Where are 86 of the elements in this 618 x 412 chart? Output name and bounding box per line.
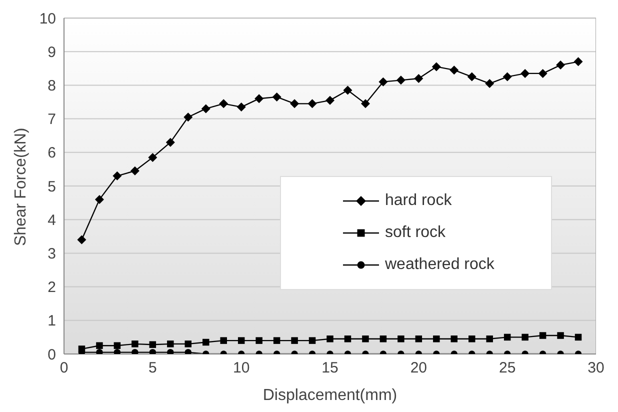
point — [380, 336, 387, 342]
point — [202, 338, 210, 346]
point — [433, 336, 440, 342]
x-tick-label: 30 — [588, 360, 604, 377]
point — [219, 99, 228, 108]
x-tick-label: 5 — [148, 360, 157, 377]
point — [326, 336, 334, 342]
x-tick-label: 20 — [410, 360, 428, 377]
point — [502, 72, 512, 82]
point — [132, 340, 138, 348]
point — [273, 337, 280, 344]
point — [398, 336, 404, 342]
point — [130, 166, 140, 176]
point — [360, 99, 370, 108]
y-axis-title: Shear Force(kN) — [12, 128, 30, 246]
point — [236, 102, 246, 112]
point — [396, 76, 406, 85]
y-tick-label: 8 — [48, 78, 56, 95]
point — [272, 92, 282, 102]
point — [414, 74, 424, 83]
point — [520, 68, 530, 78]
point — [254, 94, 264, 104]
x-axis-title: Displacement(mm) — [262, 387, 398, 404]
y-tick-label: 0 — [48, 346, 56, 364]
y-tick-label: 1 — [48, 312, 56, 330]
point — [166, 138, 175, 147]
point — [467, 72, 476, 82]
y-tick-label: 3 — [48, 246, 56, 263]
point — [96, 348, 103, 354]
x-tick-label: 10 — [232, 360, 250, 377]
x-tick-label: 15 — [322, 360, 338, 377]
point — [149, 341, 156, 348]
x-tick-label: 0 — [60, 360, 68, 377]
point — [343, 86, 352, 95]
point — [326, 96, 334, 105]
point — [148, 152, 158, 162]
point — [238, 337, 245, 344]
point — [432, 62, 441, 72]
point — [77, 235, 86, 244]
point — [450, 336, 458, 342]
point — [486, 336, 493, 342]
point — [184, 348, 192, 354]
point — [504, 334, 511, 341]
point — [291, 337, 298, 344]
point — [220, 337, 227, 344]
legend-label: hard rock — [385, 192, 452, 210]
point — [362, 336, 369, 342]
point — [149, 348, 156, 354]
y-tick-label: 7 — [48, 111, 56, 128]
point — [557, 332, 564, 339]
y-tick-label: 5 — [48, 178, 56, 196]
point — [96, 342, 103, 349]
point — [112, 171, 122, 180]
x-tick-label: 25 — [498, 360, 516, 377]
point — [556, 60, 566, 70]
point — [538, 68, 548, 78]
point — [290, 99, 300, 108]
point — [574, 334, 582, 341]
point — [468, 336, 476, 342]
point — [94, 194, 104, 204]
legend-label: weathered rock — [385, 256, 494, 274]
y-tick-label: 9 — [48, 44, 56, 61]
point — [256, 337, 262, 344]
point — [167, 340, 174, 348]
point — [415, 336, 422, 342]
point — [167, 348, 174, 354]
point — [114, 342, 121, 349]
point — [201, 104, 210, 114]
point — [132, 348, 138, 354]
point — [574, 57, 583, 66]
point — [485, 79, 494, 88]
point — [378, 77, 388, 86]
point — [308, 337, 316, 344]
y-tick-label: 10 — [39, 10, 56, 28]
point — [308, 99, 317, 108]
y-tick-label: 6 — [48, 144, 56, 162]
point — [450, 66, 459, 75]
y-tick-label: 4 — [48, 212, 56, 229]
point — [184, 340, 192, 348]
point — [114, 348, 121, 354]
legend-label: soft rock — [385, 224, 446, 242]
point — [522, 334, 528, 341]
y-tick-label: 2 — [48, 279, 56, 296]
point — [184, 112, 193, 122]
point — [344, 336, 352, 342]
point — [539, 332, 546, 339]
